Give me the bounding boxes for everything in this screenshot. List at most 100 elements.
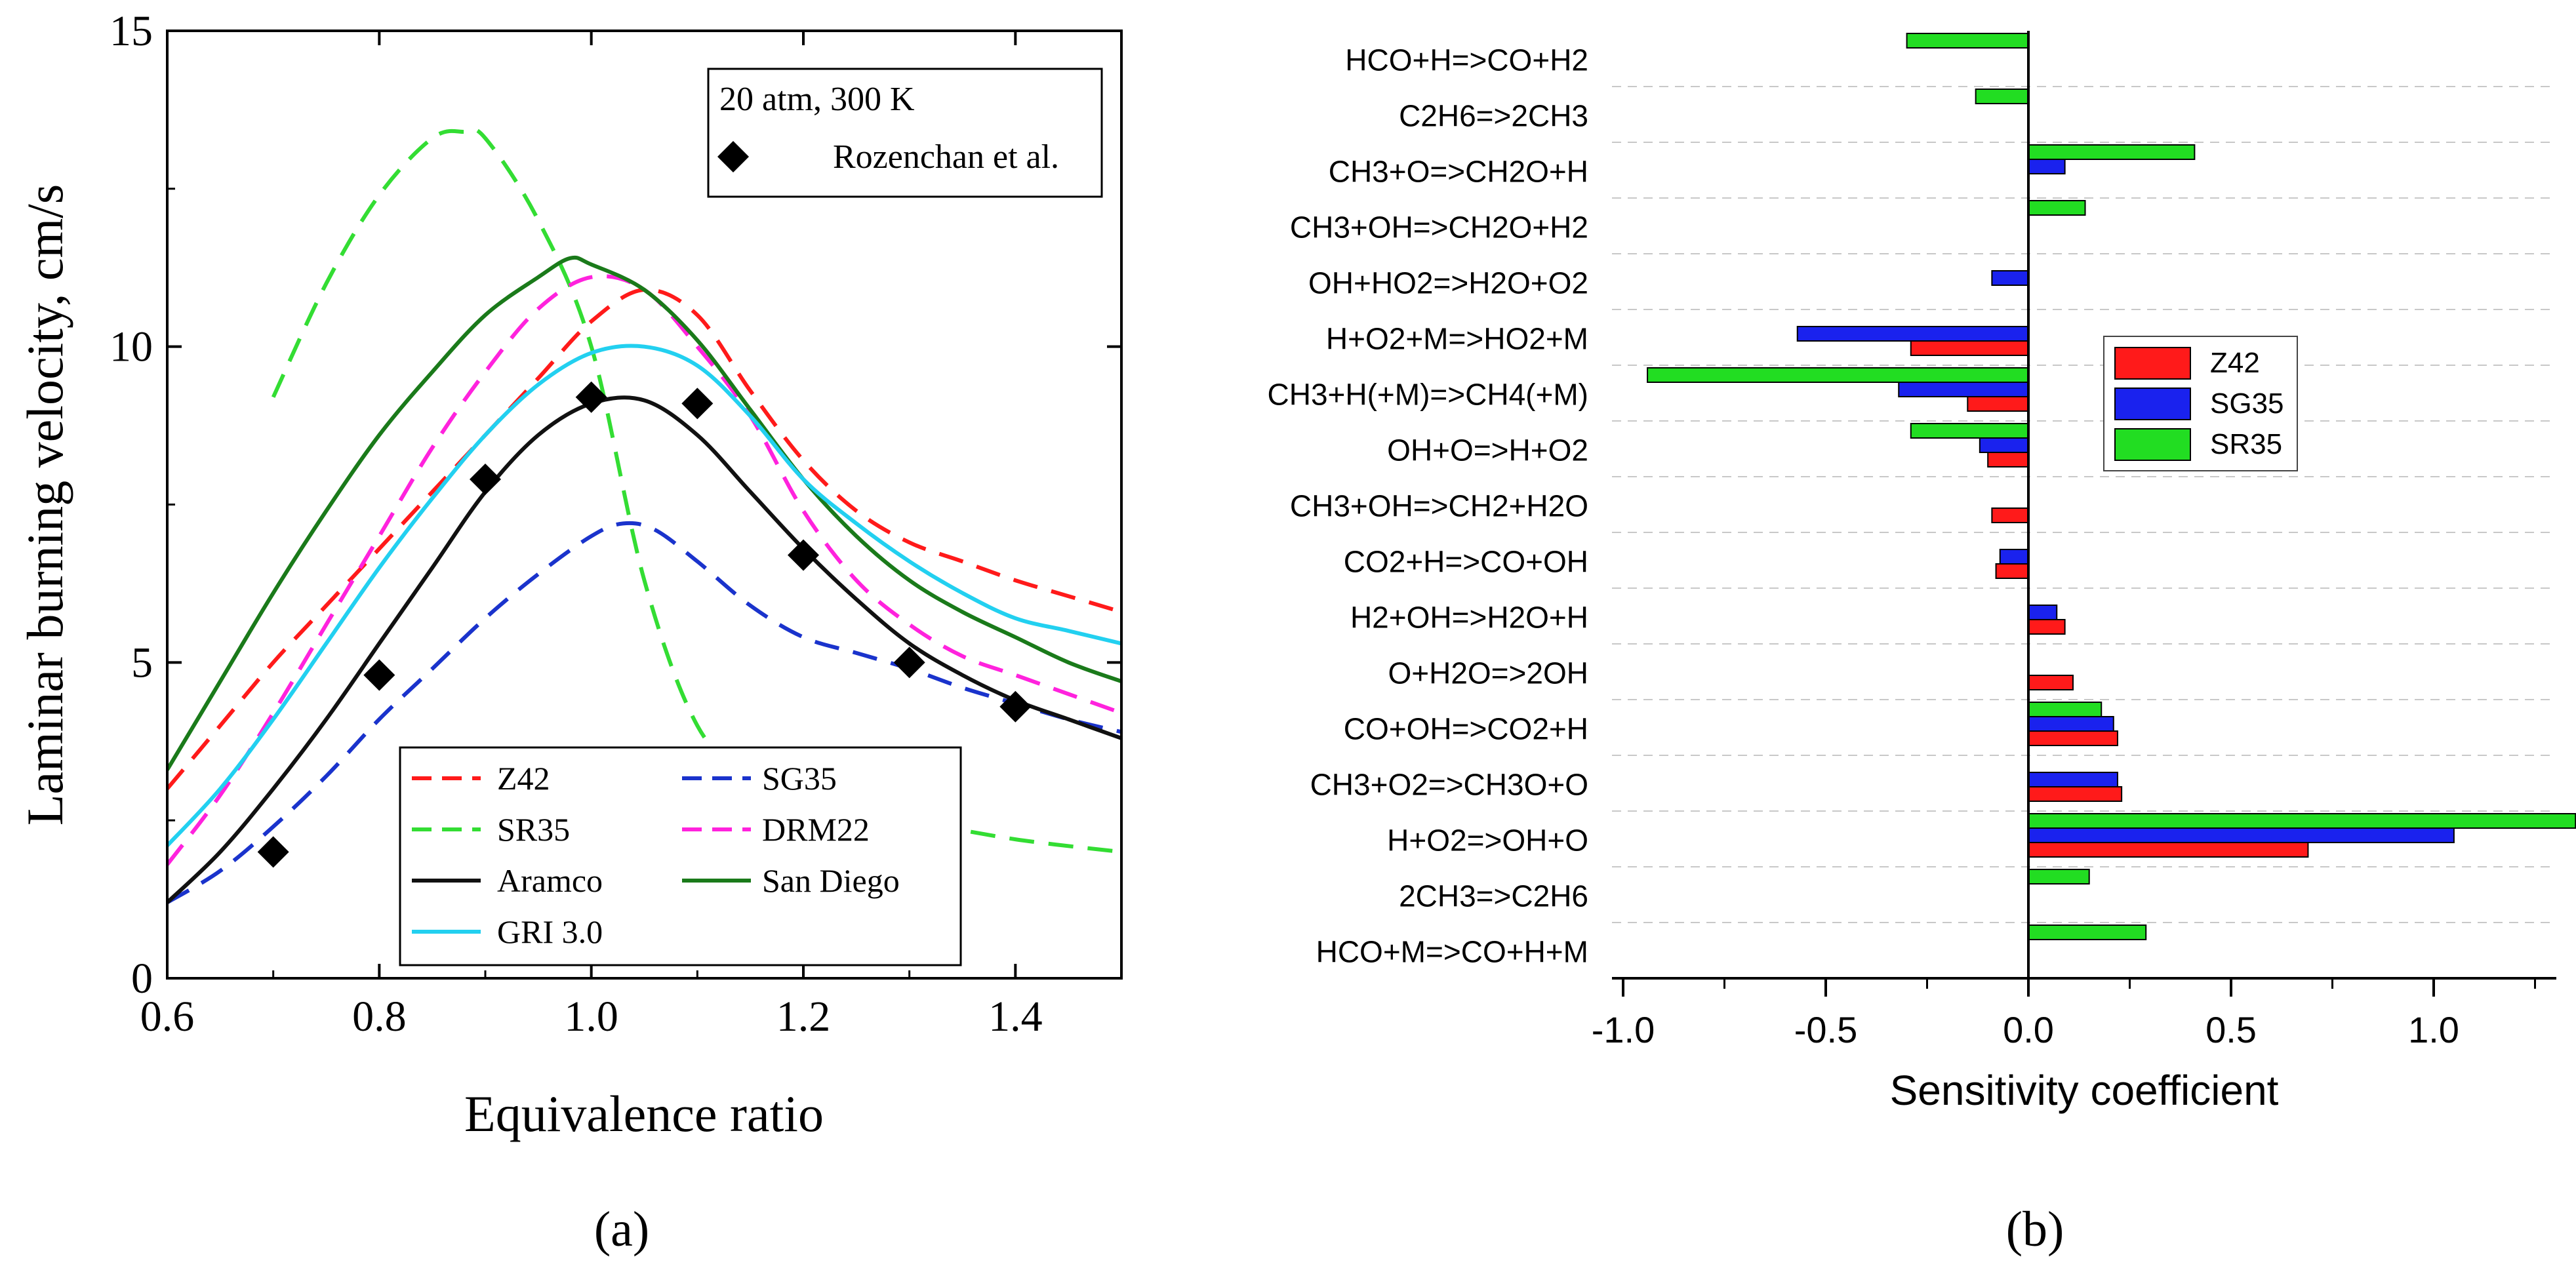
bar-z42 [1910, 340, 2030, 356]
bar-sg35 [2028, 772, 2118, 787]
panel-a-y-tick-label: 0 [131, 955, 153, 1003]
bar-z42 [2028, 675, 2074, 690]
legend-label-gri-3-0: GRI 3.0 [497, 913, 603, 950]
bar-sg35 [1991, 270, 2029, 286]
legend-swatch-z42 [2114, 347, 2191, 380]
legend-label-z42: Z42 [497, 760, 550, 797]
bar-sr35 [2028, 924, 2147, 940]
rozenchan-data-point [363, 659, 395, 691]
reaction-label: CH3+OH=>CH2+H2O [1290, 489, 1588, 523]
bar-sg35 [1898, 382, 2029, 397]
series-line-gri-3-0 [167, 344, 1121, 847]
reaction-label: O+H2O=>2OH [1388, 656, 1588, 690]
rozenchan-legend-marker [717, 141, 749, 172]
panel-a-y-tick-label: 10 [110, 323, 153, 371]
bar-sg35 [1979, 437, 2030, 453]
series-line-aramco [167, 395, 1121, 904]
bar-sr35 [2028, 702, 2103, 717]
rozenchan-data-point [470, 463, 501, 495]
reaction-label: OH+O=>H+O2 [1387, 433, 1588, 467]
bar-sg35 [2028, 716, 2114, 732]
bar-z42 [1995, 563, 2030, 579]
reaction-label: C2H6=>2CH3 [1399, 99, 1588, 133]
bar-sr35 [2028, 813, 2576, 829]
reaction-label: CH3+OH=>CH2O+H2 [1290, 210, 1588, 245]
bar-sg35 [2028, 159, 2066, 174]
rozenchan-data-point [681, 388, 714, 420]
bar-z42 [1967, 396, 2030, 412]
legend-label-sg35: SG35 [762, 760, 837, 797]
rozenchan-data-point [257, 836, 289, 868]
panel-a-x-tick-label: 1.0 [564, 993, 618, 1041]
legend-label-san-diego: San Diego [762, 862, 900, 899]
rozenchan-data-point [788, 539, 819, 571]
rozenchan-data-point [999, 690, 1032, 723]
bar-sg35 [2028, 605, 2058, 620]
panel-a-x-tick-label: 1.2 [776, 993, 831, 1041]
panel-a-y-tick-label: 15 [110, 7, 153, 55]
series-line-sg35 [167, 521, 1121, 904]
bar-z42 [1987, 452, 2029, 467]
bar-z42 [2028, 730, 2118, 746]
panel-b-label: (b) [2006, 1202, 2064, 1257]
panel-a-x-tick-label: 1.4 [988, 993, 1043, 1041]
panel-a-y-axis-title: Laminar burning velocity, cm/s [16, 184, 73, 825]
reaction-label: HCO+M=>CO+H+M [1316, 935, 1588, 969]
bar-z42 [2028, 619, 2066, 635]
reaction-label: CH3+O2=>CH3O+O [1310, 768, 1588, 802]
rozenchan-legend-label: Rozenchan et al. [833, 138, 1059, 176]
panel-b-x-tick-label: -1.0 [1592, 1009, 1655, 1050]
series-line-z42 [167, 287, 1121, 790]
reaction-label: CO+OH=>CO2+H [1344, 712, 1588, 746]
series-line-san-diego [167, 255, 1121, 771]
panel-b-x-tick-label: -0.5 [1794, 1009, 1858, 1050]
bar-sr35 [1910, 423, 2030, 439]
mechanism-legend-box [399, 746, 962, 966]
reaction-label: OH+HO2=>H2O+O2 [1308, 266, 1588, 300]
panel-a-x-tick-label: 0.8 [352, 993, 407, 1041]
reaction-label: CH3+H(+M)=>CH4(+M) [1268, 378, 1589, 412]
bar-sr35 [1647, 367, 2030, 383]
bar-sg35 [1999, 549, 2029, 565]
rozenchan-data-point [893, 646, 925, 679]
panel-a-label: (a) [594, 1202, 649, 1257]
panel-a-y-tick-label: 5 [131, 639, 153, 686]
reaction-label: H+O2=>OH+O [1387, 824, 1588, 858]
rozenchan-data-point [575, 381, 607, 413]
panel-b-x-tick-label: 1.0 [2408, 1009, 2459, 1050]
reaction-label: H+O2+M=>HO2+M [1326, 322, 1588, 356]
legend-label-aramco: Aramco [497, 862, 603, 899]
bar-sr35 [2028, 869, 2090, 884]
bar-z42 [2028, 786, 2123, 802]
reaction-label: 2CH3=>C2H6 [1399, 879, 1588, 913]
bar-z42 [2028, 842, 2309, 858]
legend-label-z42: Z42 [2210, 347, 2260, 379]
bar-sr35 [2028, 200, 2086, 216]
legend-label-drm22: DRM22 [762, 811, 870, 848]
legend-label-sr35: SR35 [2210, 428, 2282, 460]
panel-a-x-tick-label: 0.6 [140, 993, 195, 1041]
reaction-label: CH3+O=>CH2O+H [1329, 155, 1588, 189]
bar-sr35 [1906, 33, 2030, 49]
panel-b-x-tick-label: 0.0 [2003, 1009, 2054, 1050]
bar-sr35 [1975, 89, 2029, 104]
bar-sg35 [2028, 827, 2455, 843]
legend-label-sg35: SG35 [2210, 388, 2284, 420]
panel-b-chart: -1.0-0.50.00.51.01.5 HCO+H=>CO+H2C2H6=>2… [1268, 31, 2576, 1114]
condition-legend-box [707, 68, 1103, 198]
bar-sr35 [2028, 144, 2196, 160]
condition-label: 20 atm, 300 K [719, 81, 915, 118]
bar-sg35 [1796, 326, 2029, 342]
bar-z42 [1991, 507, 2029, 523]
reaction-label: CO2+H=>CO+OH [1344, 545, 1588, 579]
series-line-sr35 [271, 127, 1121, 854]
reaction-label: HCO+H=>CO+H2 [1345, 43, 1588, 77]
legend-label-sr35: SR35 [497, 811, 570, 848]
panel-b-x-axis-title: Sensitivity coefficient [1890, 1067, 2279, 1114]
legend-swatch-sr35 [2114, 428, 2191, 461]
panel-b-x-tick-label: 0.5 [2205, 1009, 2257, 1050]
reaction-label: H2+OH=>H2O+H [1350, 601, 1588, 635]
legend-swatch-sg35 [2114, 388, 2191, 420]
